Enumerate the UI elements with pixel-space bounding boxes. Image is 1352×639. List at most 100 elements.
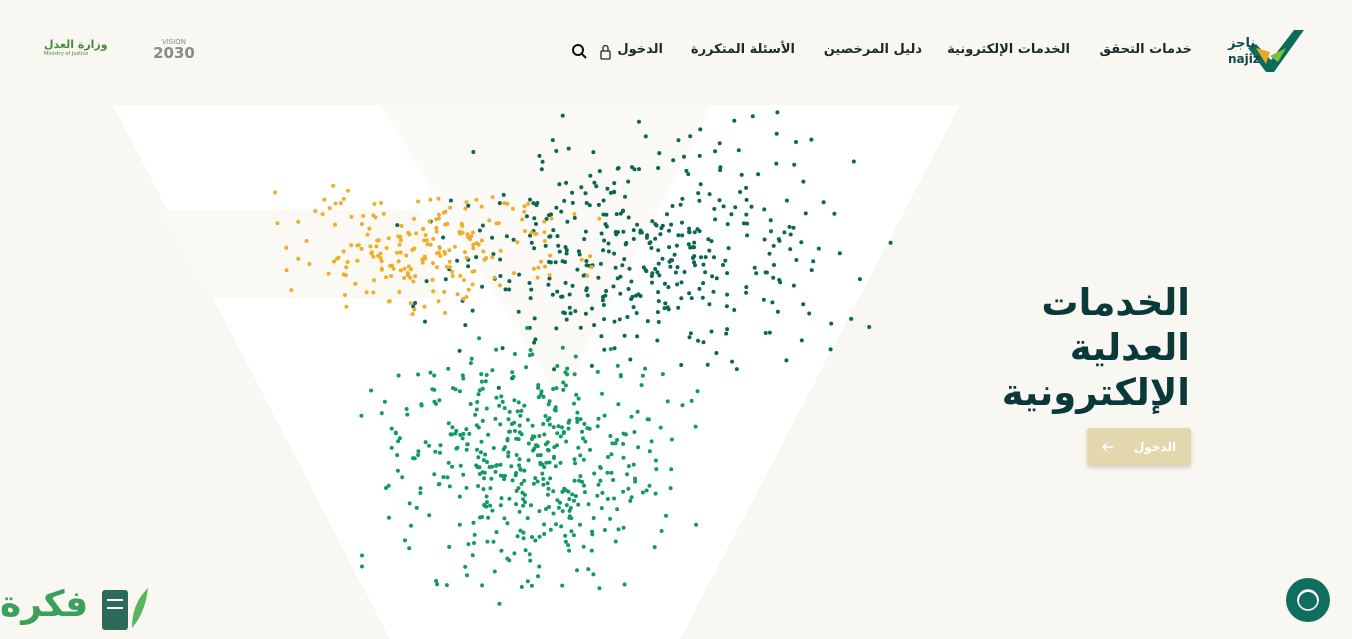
dot xyxy=(565,219,570,224)
dot xyxy=(554,386,559,391)
dot xyxy=(621,489,626,494)
dot xyxy=(621,525,626,530)
dot xyxy=(471,242,476,247)
dot xyxy=(472,532,477,537)
dot xyxy=(284,268,289,273)
dot xyxy=(498,462,503,467)
nav-link[interactable]: دليل المرخصين xyxy=(823,42,922,57)
dot xyxy=(554,522,558,527)
dot xyxy=(389,426,394,431)
dot xyxy=(411,304,416,309)
dot xyxy=(771,275,776,280)
dot xyxy=(710,274,715,279)
watermark: فكرة xyxy=(0,584,89,625)
dot xyxy=(411,279,416,284)
dot xyxy=(583,439,588,444)
dot xyxy=(475,447,479,452)
dot xyxy=(560,489,565,494)
dot xyxy=(512,420,517,425)
dot xyxy=(589,265,594,270)
dot xyxy=(563,383,568,388)
dot xyxy=(434,579,439,583)
dot xyxy=(408,301,413,306)
chat-button[interactable] xyxy=(1285,577,1331,623)
dot xyxy=(750,114,755,119)
dot xyxy=(542,239,547,243)
dot xyxy=(349,243,354,248)
dot xyxy=(482,476,486,481)
dot xyxy=(564,180,569,185)
dot xyxy=(587,203,592,208)
dot xyxy=(624,241,629,245)
dot xyxy=(570,190,575,195)
dot xyxy=(717,141,722,146)
dot xyxy=(396,234,401,239)
dot xyxy=(560,509,565,514)
dot xyxy=(615,363,620,368)
nav-link[interactable]: الدخول xyxy=(617,42,663,57)
dot xyxy=(448,205,453,210)
dot xyxy=(694,522,699,527)
dot xyxy=(581,457,586,462)
dot xyxy=(620,263,625,268)
dot xyxy=(645,417,650,422)
dot xyxy=(474,255,479,260)
dot xyxy=(599,334,604,339)
dot xyxy=(801,302,806,307)
ministry-logo: وزارة العدل Ministry of Justice xyxy=(44,38,124,57)
dot xyxy=(398,238,403,243)
dot xyxy=(327,206,332,211)
dot xyxy=(355,258,360,263)
dot xyxy=(496,385,501,390)
search-icon[interactable] xyxy=(571,43,589,61)
dot xyxy=(669,467,674,472)
dot xyxy=(616,402,621,407)
dot xyxy=(679,280,684,285)
dot xyxy=(507,279,512,284)
dot xyxy=(541,394,546,399)
dot xyxy=(519,481,524,486)
dot xyxy=(590,306,594,311)
dot xyxy=(539,167,544,172)
dot xyxy=(384,246,389,250)
dot xyxy=(632,430,637,434)
dot xyxy=(447,248,452,253)
dot xyxy=(667,259,672,264)
dot xyxy=(654,467,659,472)
dot xyxy=(490,235,495,240)
dot xyxy=(562,311,567,316)
dot xyxy=(558,460,563,465)
dot xyxy=(568,311,573,316)
dot xyxy=(572,372,577,377)
dot xyxy=(560,113,565,118)
dot xyxy=(656,248,661,253)
login-button[interactable]: الدخول xyxy=(1087,428,1191,466)
dot xyxy=(563,370,568,375)
dot xyxy=(529,287,534,292)
dot xyxy=(821,200,826,205)
dot xyxy=(606,241,611,246)
dot xyxy=(799,240,804,245)
dot xyxy=(413,274,418,279)
dot xyxy=(692,245,696,250)
nav-link[interactable]: الأسئلة المتكررة xyxy=(690,42,795,57)
dot xyxy=(604,289,609,293)
dot xyxy=(522,478,527,483)
dot xyxy=(600,391,604,396)
dot xyxy=(527,281,532,285)
dot xyxy=(359,222,364,226)
nav-link[interactable]: الخدمات الإلكترونية xyxy=(947,42,1070,57)
dot xyxy=(533,476,538,481)
dot xyxy=(686,242,691,247)
dot xyxy=(477,465,482,470)
nav-link[interactable]: خدمات التحقق xyxy=(1099,42,1193,57)
dot xyxy=(430,387,435,392)
logo[interactable]: ناجز najiz xyxy=(1226,30,1306,74)
dot xyxy=(443,251,447,256)
dot xyxy=(518,413,523,418)
dot xyxy=(551,425,556,430)
dot xyxy=(613,441,618,446)
dot xyxy=(641,265,646,270)
dot xyxy=(416,449,421,454)
hero-title-line: العدلية xyxy=(1069,326,1190,369)
